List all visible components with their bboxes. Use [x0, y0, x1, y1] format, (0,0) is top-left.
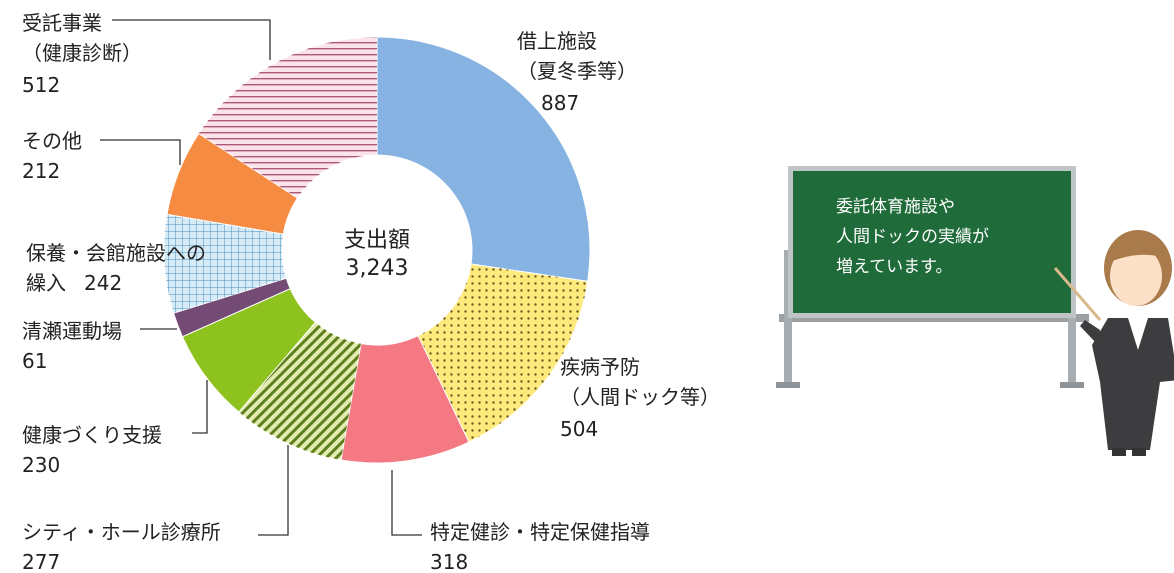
value-label: 318 — [430, 550, 469, 573]
board-text: 委託体育施設や 人間ドックの実績が 増えています。 — [836, 197, 989, 277]
blackboard — [776, 166, 1089, 388]
leader-line — [112, 19, 271, 60]
shirt — [1128, 318, 1148, 350]
value-label: 212 — [22, 159, 61, 183]
shoe — [1132, 448, 1146, 456]
leader-line — [258, 445, 289, 536]
arm — [1080, 320, 1100, 345]
category-label: 受託事業 （健康診断） — [22, 11, 142, 65]
leader-lines — [100, 19, 422, 536]
value-label: 512 — [22, 73, 61, 97]
value-label: 504 — [560, 417, 599, 441]
center-total: 3,243 — [345, 256, 409, 281]
category-label: その他 — [22, 129, 82, 153]
value-label: 61 — [22, 349, 48, 373]
center-title: 支出額 — [343, 228, 410, 253]
category-label: 保養・会館施設への 繰入 — [26, 241, 206, 295]
face — [1110, 246, 1162, 306]
pointer — [1053, 267, 1102, 321]
bangs — [1110, 245, 1164, 262]
category-label: 清瀬運動場 — [22, 319, 122, 343]
board-foot — [1060, 382, 1084, 388]
teacher — [1053, 230, 1174, 456]
category-label: 借上施設 （夏冬季等） — [517, 29, 637, 83]
board-surface — [793, 171, 1071, 313]
value-label: 887 — [541, 91, 580, 115]
category-label: 疾病予防 （人間ドック等） — [560, 355, 720, 409]
board-foot — [776, 382, 800, 388]
value-label: 242 — [84, 271, 123, 295]
suit — [1092, 318, 1174, 450]
category-label: 特定健診・特定保健指導 — [430, 520, 650, 544]
category-label: 健康づくり支援 — [22, 423, 162, 447]
wedge — [376, 36, 591, 282]
category-label: シティ・ホール診療所 — [22, 520, 221, 544]
value-label: 277 — [22, 550, 61, 573]
value-label: 230 — [22, 453, 61, 477]
leader-line — [100, 139, 181, 165]
leader-line — [391, 470, 422, 536]
leader-line — [192, 380, 208, 434]
shoe — [1112, 448, 1126, 456]
